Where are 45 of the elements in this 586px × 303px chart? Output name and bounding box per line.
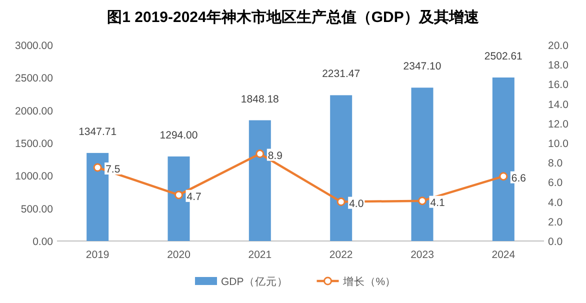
point (499, 172, 508, 181)
y-tick-label: 0.00 (32, 236, 54, 248)
y2-tick-label: 14.0 (548, 98, 569, 111)
y2-tick-label: 18.0 (548, 60, 569, 72)
y-tick-label: 1000.00 (15, 170, 54, 183)
y2-tick-label: 6.0 (548, 177, 563, 190)
data-label: 2347.10 (403, 60, 442, 73)
point (93, 163, 102, 172)
data-label: 1294.00 (160, 129, 198, 142)
y2-tick-label: 8.0 (548, 158, 563, 170)
data-label: 2231.47 (322, 68, 360, 80)
x-tick-label: 2021 (248, 249, 272, 261)
y2-tick-label: 4.0 (548, 196, 563, 209)
data-label: 4.7 (186, 190, 202, 203)
x-tick-label: 2023 (410, 249, 434, 261)
y2-tick-label: 16.0 (548, 79, 569, 92)
chart-title: 图1 2019-2024年神木市地区生产总值（GDP）及其增速 (107, 8, 480, 26)
x-tick-label: 2020 (167, 249, 191, 261)
y-tick-label: 2000.00 (15, 105, 54, 118)
y2-tick-label: 2.0 (548, 216, 563, 228)
data-label: 6.6 (511, 172, 526, 184)
data-label: 4.0 (349, 198, 364, 210)
y2-tick-label: 10.0 (548, 138, 569, 150)
x-tick-label: 2024 (492, 249, 516, 261)
y-tick-label: 500.00 (20, 203, 54, 216)
point (256, 150, 264, 158)
x-tick-label: 2019 (86, 249, 110, 261)
y-tick-label: 1500.00 (15, 138, 54, 150)
y2-tick-label: 0.0 (548, 236, 563, 248)
data-label: 1347.71 (78, 126, 117, 138)
point (336, 198, 346, 206)
legend-label: GDP（亿元） (221, 276, 288, 288)
legend-label: 增长（%） (342, 275, 396, 288)
point (418, 196, 426, 206)
y2-tick-label: 20.0 (548, 40, 569, 52)
point (174, 190, 183, 200)
x-tick-label: 2022 (329, 249, 353, 261)
data-label: 7.5 (106, 164, 120, 176)
data-label: 2502.61 (484, 50, 523, 62)
y2-tick-label: 12.0 (548, 118, 569, 130)
y-tick-label: 2500.00 (15, 72, 54, 85)
data-label: 1848.18 (240, 93, 280, 106)
data-label: 8.9 (268, 150, 283, 162)
data-label: 4.1 (430, 196, 446, 209)
y-tick-label: 3000.00 (15, 40, 54, 52)
